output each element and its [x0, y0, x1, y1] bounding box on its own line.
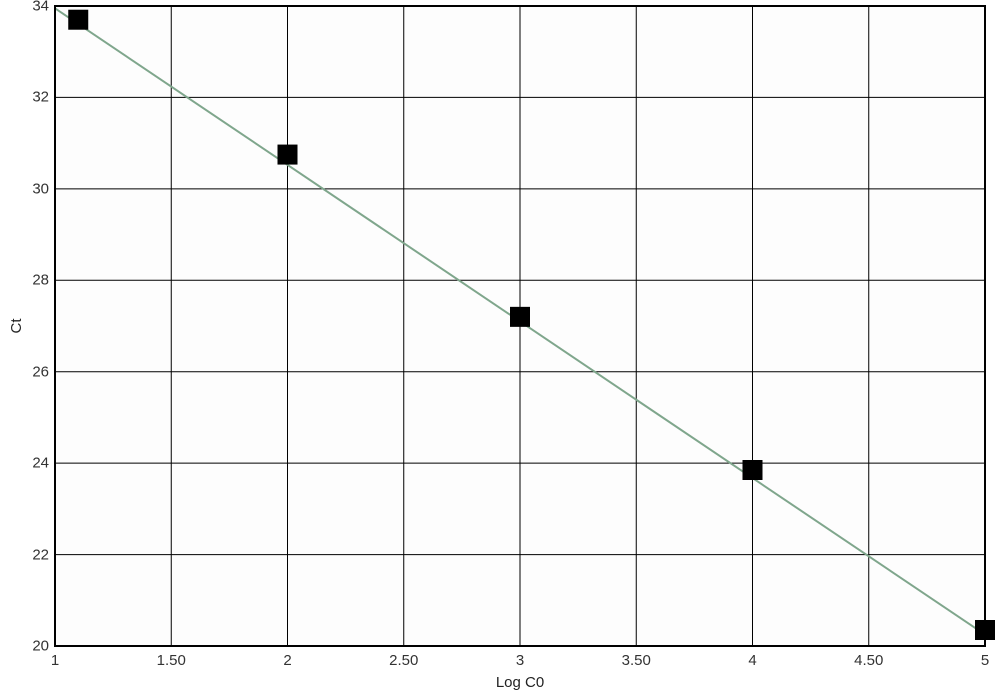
x-tick-label: 1.50 — [157, 646, 186, 669]
data-point — [743, 460, 763, 480]
plot-area: 202224262830323411.5022.5033.5044.505 — [55, 6, 985, 646]
chart-svg — [55, 6, 985, 646]
y-tick-label: 30 — [32, 180, 55, 197]
x-tick-label: 5 — [981, 646, 989, 669]
x-tick-label: 3.50 — [622, 646, 651, 669]
y-tick-label: 34 — [32, 0, 55, 15]
chart-container: 202224262830323411.5022.5033.5044.505 Lo… — [0, 0, 1000, 698]
data-point — [510, 307, 530, 327]
y-tick-label: 22 — [32, 546, 55, 563]
y-tick-label: 32 — [32, 89, 55, 106]
x-axis-label: Log C0 — [496, 674, 544, 691]
data-point — [278, 145, 298, 165]
y-tick-label: 26 — [32, 363, 55, 380]
x-tick-label: 2 — [283, 646, 291, 669]
x-tick-label: 2.50 — [389, 646, 418, 669]
x-tick-label: 4 — [748, 646, 756, 669]
x-tick-label: 4.50 — [854, 646, 883, 669]
x-tick-label: 3 — [516, 646, 524, 669]
data-point — [68, 10, 88, 30]
x-tick-label: 1 — [51, 646, 59, 669]
y-tick-label: 24 — [32, 455, 55, 472]
y-tick-label: 28 — [32, 272, 55, 289]
y-axis-label: Ct — [8, 319, 25, 334]
